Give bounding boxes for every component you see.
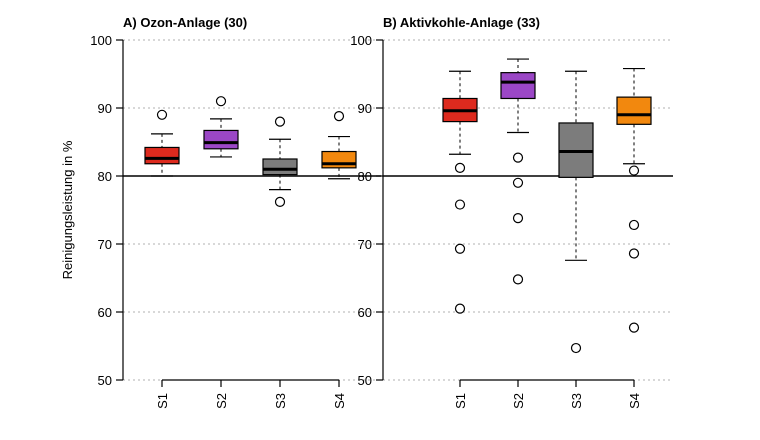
x-tick-label: S1 [155,393,170,409]
outlier-point [274,196,286,207]
outlier-point [156,109,168,120]
y-tick-label: 90 [358,101,372,116]
box-S1 [442,70,478,314]
outlier-point [454,243,466,254]
x-tick-label: S4 [627,393,642,409]
outlier-point [454,303,466,314]
box-body [262,158,298,176]
x-tick-label: S2 [511,393,526,409]
box-S4 [321,111,357,180]
box-S4 [616,67,652,333]
y-tick-label: 100 [90,33,112,48]
y-tick-label: 50 [98,373,112,388]
x-tick-label: S3 [273,393,288,409]
box-S1 [144,109,180,177]
box-body [616,96,652,125]
y-tick-label: 60 [98,305,112,320]
y-tick-label: 100 [350,33,372,48]
outlier-point [274,116,286,127]
x-tick-label: S2 [214,393,229,409]
y-tick-label: 60 [358,305,372,320]
y-tick-label: 90 [98,101,112,116]
outlier-point [628,322,640,333]
outlier-point [215,96,227,107]
box-body [321,150,357,169]
x-tick-label: S1 [453,393,468,409]
panel-title: B) Aktivkohle-Anlage (33) [383,15,540,30]
box-body [144,146,180,165]
outlier-point [512,177,524,188]
box-body [203,129,239,150]
chart-panels: 50 60 70 80 90 100 S1 S2 S3 S4 A) Ozon-Anlage (30)… [90,15,673,409]
y-axis-label: Reinigungsleistung in % [60,140,75,279]
box-S3 [262,116,298,207]
x-tick-label: S4 [332,393,347,409]
outlier-point [512,274,524,285]
outlier-point [454,162,466,173]
y-tick-label: 80 [98,169,112,184]
outlier-point [333,111,345,122]
outlier-point [628,165,640,176]
outlier-point [628,219,640,231]
panel-1: 50 60 70 80 90 100 S1 S2 S3 S4 A) Ozon-Anlage (30) [90,15,381,409]
outlier-point [512,152,524,163]
y-tick-label: 70 [98,237,112,252]
box-S3 [558,70,594,354]
outlier-point [628,248,640,259]
outlier-point [570,342,582,354]
x-tick-label: S3 [569,393,584,409]
panel-2: 50 60 70 80 90 100 S1 S2 S3 S4 B) Aktivkohle-Anlag… [350,15,673,409]
y-tick-label: 50 [358,373,372,388]
box-body [500,72,536,100]
box-S2 [203,96,239,158]
box-S2 [500,58,536,285]
outlier-point [454,199,466,210]
panel-title: A) Ozon-Anlage (30) [123,15,247,30]
outlier-point [512,213,524,224]
y-tick-label: 70 [358,237,372,252]
y-tick-label: 80 [358,169,372,184]
